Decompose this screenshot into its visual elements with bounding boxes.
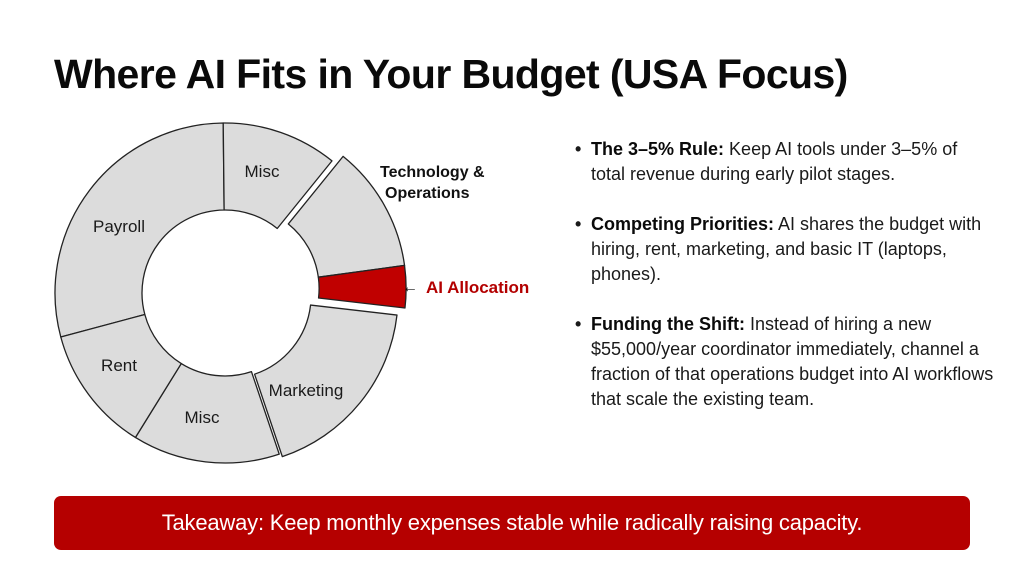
bullet-item-rule: • The 3–5% Rule: Keep AI tools under 3–5… [575, 137, 995, 187]
bullet-lead: Funding the Shift: [591, 314, 745, 334]
bullet-text: Keep AI tools under 3–5% of total revenu… [591, 139, 958, 184]
bullet-lead: Competing Priorities: [591, 214, 775, 234]
donut-segment-marketing [253, 304, 398, 458]
ai-allocation-label: AI Allocation [426, 278, 530, 297]
bullet-item-funding: • Funding the Shift: Instead of hiring a… [575, 312, 995, 412]
bullet-dot-icon: • [575, 139, 582, 159]
tech-ops-label-line2: Operations [385, 185, 470, 202]
bullet-item-priorities: • Competing Priorities: AI shares the bu… [575, 212, 995, 287]
bullet-text: Instead of hiring a new $55,000/year coo… [591, 314, 994, 409]
segment-label-rent: Rent [101, 356, 137, 375]
tech-ops-callout: Technology & Operations [380, 162, 485, 204]
left-arrow-icon: ← [402, 279, 418, 296]
donut-segment-payroll [54, 122, 225, 338]
bullet-text: AI shares the budget with hiring, rent, … [591, 214, 982, 284]
bullet-dot-icon: • [575, 314, 582, 334]
donut-segment-misc [222, 122, 333, 230]
takeaway-banner: Takeaway: Keep monthly expenses stable w… [54, 496, 970, 550]
segment-label-misc-top: Misc [244, 162, 280, 181]
bullet-list: • The 3–5% Rule: Keep AI tools under 3–5… [575, 137, 995, 437]
donut-svg [54, 122, 407, 464]
bullet-lead: The 3–5% Rule: [591, 139, 725, 159]
donut-segment-rent [60, 313, 182, 439]
tech-ops-label-line1: Technology & [380, 164, 485, 181]
slide-title: Where AI Fits in Your Budget (USA Focus) [54, 51, 848, 97]
segment-label-misc-bottom: Misc [184, 408, 220, 427]
bullet-dot-icon: • [575, 214, 582, 234]
ai-allocation-callout: ← AI Allocation [402, 278, 529, 298]
segment-label-payroll: Payroll [93, 217, 145, 236]
takeaway-text: Takeaway: Keep monthly expenses stable w… [161, 510, 863, 535]
donut-segment-ai-allocation [317, 264, 407, 309]
segment-label-marketing: Marketing [268, 381, 344, 400]
budget-donut-chart: Payroll Misc Rent Misc Marketing Technol… [0, 0, 560, 490]
